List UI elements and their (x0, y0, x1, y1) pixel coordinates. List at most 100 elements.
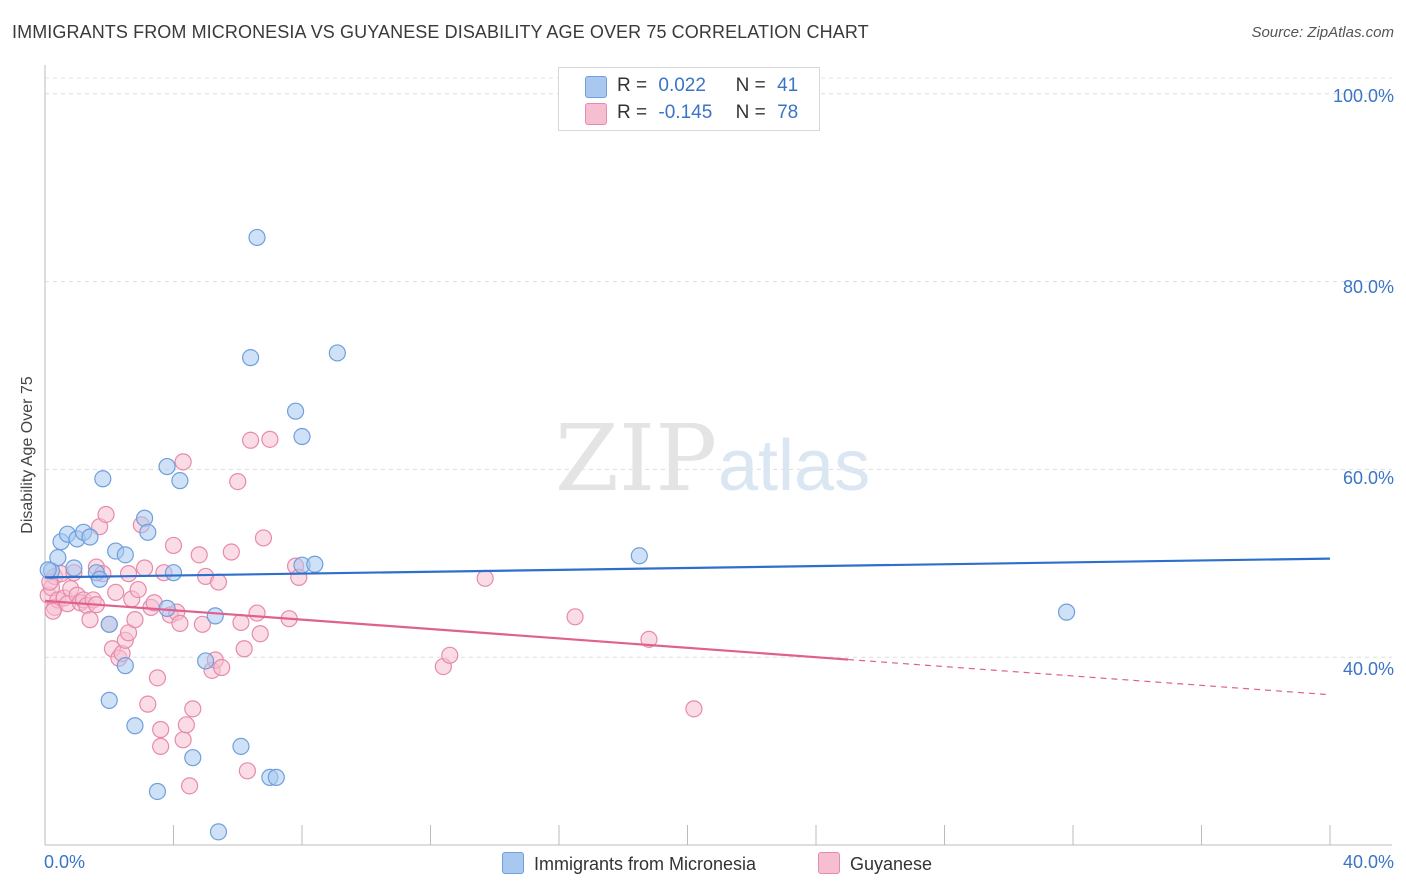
data-point (65, 559, 83, 577)
watermark-zip: ZIP (555, 405, 717, 512)
data-point (152, 720, 170, 739)
data-point (107, 583, 125, 602)
data-point (685, 700, 703, 718)
bottom-legend-micronesia: Immigrants from Micronesia (502, 852, 756, 875)
legend-n-label: N = (735, 75, 766, 96)
data-point (328, 344, 346, 362)
data-point (235, 640, 253, 658)
data-point (100, 691, 118, 709)
data-point (254, 529, 273, 547)
data-point (640, 630, 658, 648)
data-point (139, 523, 157, 541)
trend-line-solid (44, 557, 1331, 579)
data-point (44, 602, 62, 620)
data-point (251, 625, 269, 643)
trend-line-dashed (848, 658, 1331, 696)
data-point (97, 505, 115, 524)
watermark: ZIP atlas (555, 405, 870, 512)
data-point (116, 546, 134, 564)
y-tick-label-40: 40.0% (1342, 659, 1394, 679)
legend-r-value: -0.145 (658, 102, 713, 123)
data-point (206, 607, 224, 625)
data-point (261, 430, 279, 448)
guyanese-points (39, 430, 703, 795)
data-point (184, 749, 202, 767)
data-point (135, 559, 154, 577)
data-point (135, 509, 154, 527)
data-point (100, 615, 118, 633)
chart-title: IMMIGRANTS FROM MICRONESIA VS GUYANESE D… (12, 22, 869, 42)
bottom-legend-label: Guyanese (850, 854, 933, 874)
data-point (213, 658, 231, 677)
legend-r-label: R = (617, 75, 648, 96)
data-point (126, 717, 144, 735)
data-point (171, 472, 189, 490)
data-point (1057, 603, 1076, 621)
bottom-legend-swatch-pink (818, 852, 840, 874)
axes (44, 65, 1392, 846)
data-point (177, 716, 195, 734)
bottom-legend-guyanese: Guyanese (818, 852, 932, 875)
y-tick-label-60: 60.0% (1342, 468, 1394, 488)
legend-n-value: 78 (777, 102, 799, 123)
data-point (116, 657, 134, 675)
data-point (171, 614, 189, 632)
data-point (209, 823, 228, 841)
data-point (306, 555, 324, 573)
data-point (174, 453, 192, 471)
data-point (81, 611, 99, 629)
y-tick-label-100: 100.0% (1332, 86, 1394, 106)
data-point (267, 768, 285, 786)
data-point (158, 457, 176, 476)
legend-r-value: 0.022 (658, 75, 706, 96)
data-point (229, 472, 247, 491)
data-point (94, 470, 112, 488)
micronesia-points (39, 228, 1076, 841)
data-point (148, 782, 167, 801)
data-point (242, 349, 260, 367)
data-point (566, 608, 584, 626)
data-point (164, 564, 183, 582)
x-tick-label-max: 40.0% (1342, 852, 1394, 872)
data-point (148, 669, 167, 687)
data-point (81, 528, 99, 546)
trend-lines (44, 557, 1331, 696)
legend-swatch-pink (585, 103, 607, 125)
data-point (193, 615, 212, 633)
data-point (184, 700, 202, 718)
data-point (209, 573, 228, 591)
legend-r-label: R = (617, 102, 648, 123)
correlation-legend: R = 0.022 N = 41 R = -0.145 N = 78 (558, 67, 820, 131)
legend-swatch-blue (585, 76, 607, 98)
data-point (174, 731, 192, 749)
data-point (180, 777, 199, 795)
bottom-legend-swatch-blue (502, 852, 524, 874)
data-point (91, 570, 109, 588)
data-point (293, 427, 311, 446)
data-point (441, 646, 459, 664)
data-point (164, 536, 183, 555)
data-point (232, 613, 250, 632)
grid-lines (45, 77, 1392, 658)
data-point (248, 604, 266, 622)
data-point (119, 565, 138, 583)
trend-line-solid (44, 599, 849, 661)
data-point (139, 695, 157, 713)
bottom-legend-label: Immigrants from Micronesia (534, 854, 757, 874)
data-point (222, 543, 240, 561)
legend-n-label: N = (735, 102, 766, 123)
y-tick-label-80: 80.0% (1342, 277, 1394, 297)
data-point (248, 228, 266, 247)
data-point (238, 762, 256, 780)
data-point (126, 611, 144, 629)
legend-n-value: 41 (777, 75, 799, 96)
data-point (476, 569, 494, 587)
data-point (190, 546, 208, 564)
data-point (286, 402, 305, 420)
data-point (242, 431, 260, 449)
watermark-atlas: atlas (718, 426, 870, 506)
data-point (630, 547, 648, 565)
data-point (39, 561, 57, 579)
data-point (197, 652, 215, 670)
